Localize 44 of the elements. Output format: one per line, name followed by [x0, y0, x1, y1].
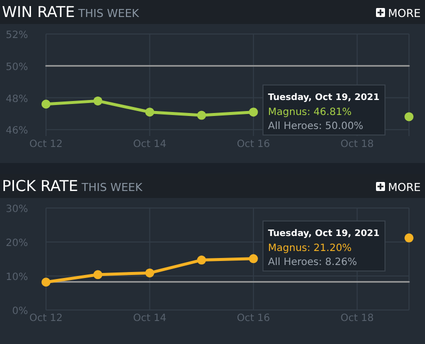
text: MORE [388, 7, 421, 20]
series-label: All Heroes [268, 257, 319, 268]
point [197, 256, 206, 265]
annotation: : 8.26% [318, 257, 357, 268]
series-label: Magnus [268, 243, 307, 254]
y-tick-label: 52% [6, 30, 28, 41]
y-tick-label: 20% [6, 238, 28, 249]
point [404, 233, 414, 242]
point [42, 100, 50, 109]
annotation: : 46.81% [307, 107, 352, 118]
x-tick-label: Oct 16 [236, 139, 270, 150]
point [145, 108, 154, 117]
annotation: Tuesday, Oct 19, 2021 [268, 93, 380, 103]
point [404, 112, 414, 122]
point [248, 254, 258, 264]
y-tick-label: 50% [6, 62, 28, 73]
point [248, 108, 258, 117]
point [42, 278, 50, 287]
x-tick-label: Oct 14 [133, 139, 166, 150]
x-tick-label: Oct 12 [29, 139, 63, 150]
point [197, 110, 206, 120]
y-tick-label: 48% [6, 94, 28, 105]
x-tick-label: Oct 12 [29, 313, 63, 324]
chart-subtitle: THIS WEEK [78, 181, 144, 194]
chart-title: PICK RATE [2, 177, 78, 195]
x-tick-label: Oct 14 [133, 313, 166, 324]
point [93, 270, 102, 280]
x-tick-label: Oct 16 [236, 313, 270, 324]
chart-title: WIN RATE [2, 3, 75, 21]
y-tick-label: 0% [12, 306, 28, 317]
x-tick-label: Oct 18 [340, 313, 374, 324]
point [145, 268, 154, 278]
chart-subtitle: THIS WEEK [74, 7, 140, 20]
x-tick-label: Oct 18 [340, 139, 374, 150]
y-tick-label: 30% [6, 204, 28, 215]
y-tick-label: 10% [6, 272, 28, 283]
y-tick-label: 46% [6, 126, 28, 137]
annotation: : 21.20% [307, 243, 352, 254]
point [93, 96, 102, 106]
text: MORE [388, 181, 421, 194]
series-label: Magnus [268, 107, 307, 118]
text: All Heroes [268, 121, 319, 132]
annotation: : 50.00% [318, 121, 364, 132]
annotation: Tuesday, Oct 19, 2021 [268, 229, 380, 239]
